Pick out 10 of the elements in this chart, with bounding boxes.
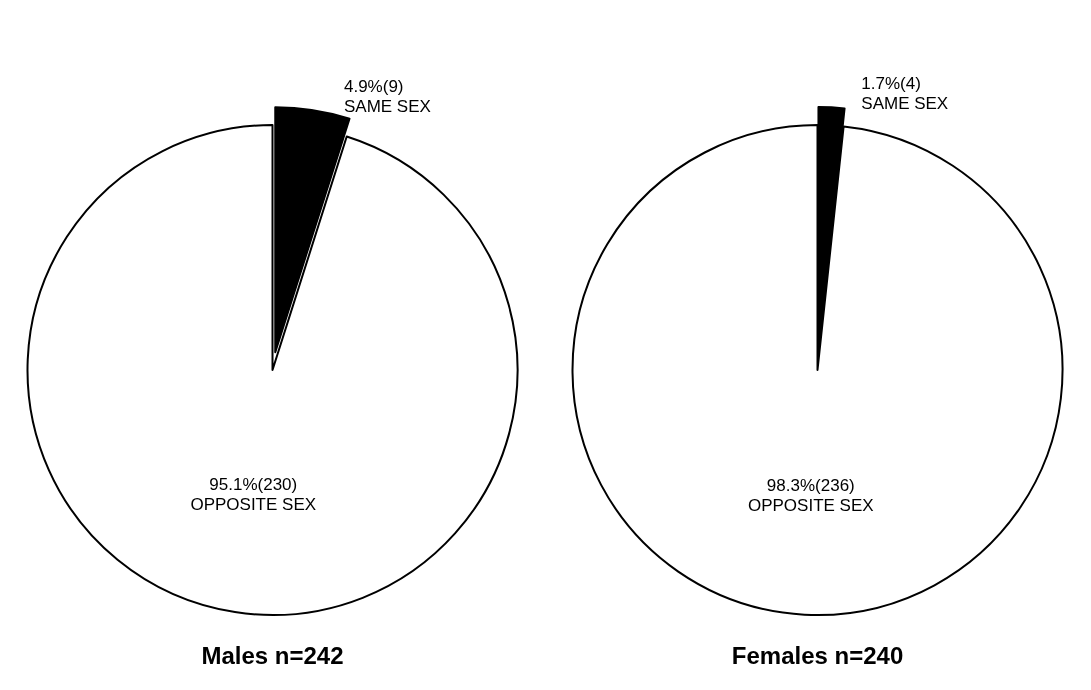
- slice-label: OPPOSITE SEX: [747, 495, 874, 515]
- data-label: 98.3%(236): [766, 475, 855, 495]
- slice-label: SAME SEX: [343, 96, 431, 116]
- slice-label: SAME SEX: [861, 93, 949, 113]
- data-label: 4.9%(9): [343, 76, 404, 96]
- data-label: 95.1%(230): [209, 474, 298, 494]
- text: Females n=240: [731, 641, 904, 669]
- data-label: 1.7%(4): [861, 73, 921, 93]
- slice-label: OPPOSITE SEX: [190, 494, 317, 514]
- text: Males n=242: [201, 641, 344, 669]
